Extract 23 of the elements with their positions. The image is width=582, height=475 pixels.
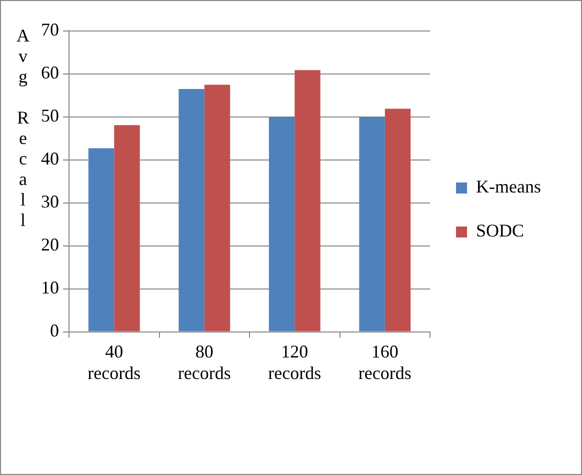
y-tick-label: 0 [50,320,59,341]
y-tick-label: 30 [41,192,59,212]
y-tick-label: 10 [41,278,59,298]
x-tick-label: 160 records [358,341,412,383]
bar [178,89,204,332]
bar [359,116,385,332]
bar [204,84,230,332]
legend-label: K-means [476,176,542,197]
bar [384,108,411,332]
text: Avg Recall [16,26,30,230]
bar [114,125,140,332]
y-tick-label: 60 [41,62,59,83]
x-tick-label: 40 records [88,341,141,383]
x-tick-label: 80 records [178,341,231,383]
y-tick-label: 20 [41,234,59,255]
bar [88,148,114,332]
y-tick-label: 40 [41,148,59,169]
y-tick-label: 70 [41,20,59,40]
bar [268,116,295,332]
legend-label: SODC [476,220,524,241]
x-tick-label: 120 records [268,341,322,383]
y-tick-label: 50 [41,106,59,126]
bar [294,70,320,332]
